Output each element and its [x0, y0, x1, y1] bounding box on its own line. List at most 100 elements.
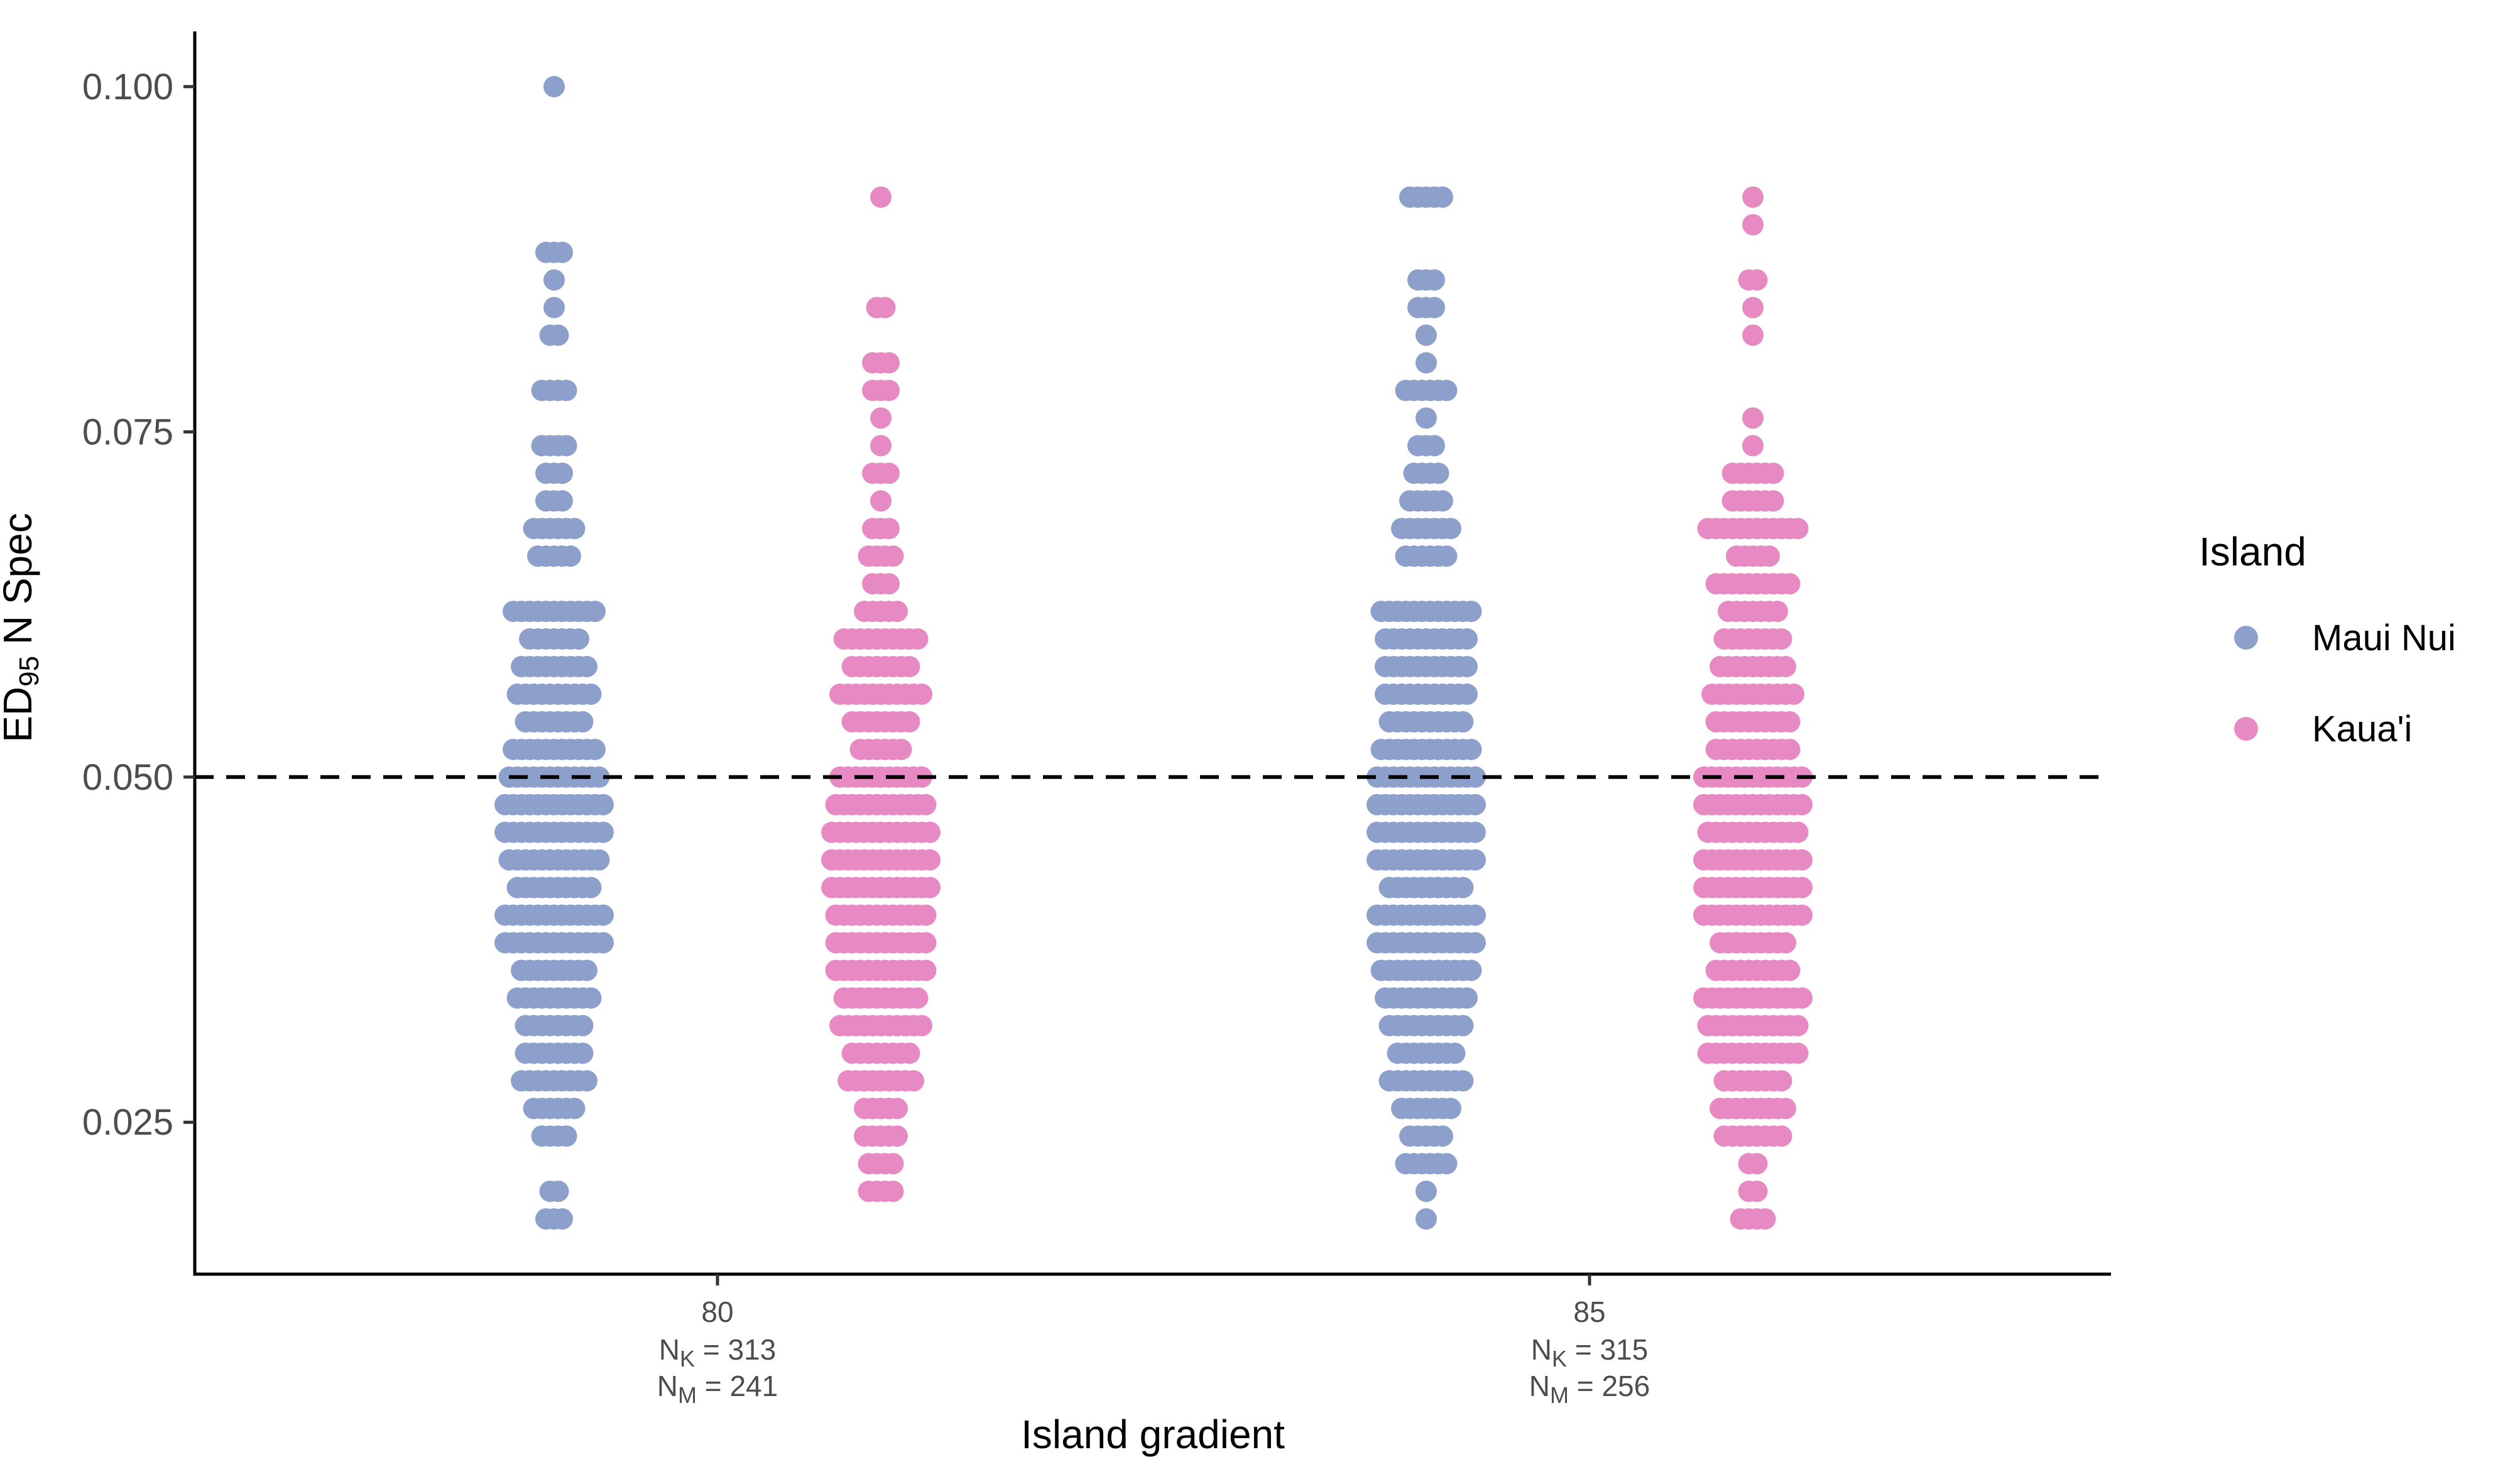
- data-point: [898, 655, 920, 677]
- data-point: [555, 1125, 577, 1147]
- data-point: [907, 628, 929, 650]
- data-point: [919, 876, 941, 898]
- data-point: [1424, 297, 1445, 319]
- data-point: [898, 711, 920, 733]
- legend-title: Island: [2199, 529, 2306, 574]
- data-point: [1452, 1070, 1474, 1092]
- data-point: [1427, 462, 1449, 484]
- data-point: [584, 601, 606, 623]
- data-point: [592, 821, 614, 843]
- data-point: [919, 821, 941, 843]
- legend-label: Kaua'i: [2312, 709, 2412, 750]
- data-point: [1440, 1098, 1461, 1120]
- data-point: [870, 435, 892, 457]
- data-point: [911, 1015, 932, 1037]
- data-points: [494, 75, 1813, 1230]
- data-point: [878, 462, 900, 484]
- data-point: [1440, 518, 1461, 540]
- y-axis-ticks: 0.025 0.050 0.075 0.100: [82, 67, 195, 1143]
- data-point: [588, 766, 610, 788]
- data-point: [1770, 1070, 1792, 1092]
- data-point: [580, 876, 602, 898]
- data-point: [886, 1125, 908, 1147]
- data-point: [1432, 490, 1453, 512]
- data-point: [552, 1208, 573, 1230]
- data-point: [572, 1015, 594, 1037]
- data-point: [552, 241, 573, 263]
- data-point: [1791, 794, 1813, 816]
- data-point: [1787, 1042, 1809, 1064]
- data-point: [870, 407, 892, 429]
- data-point: [547, 1181, 569, 1203]
- data-point: [878, 352, 900, 374]
- data-point: [1465, 904, 1486, 926]
- data-point: [547, 324, 569, 346]
- legend-key: [2234, 626, 2258, 650]
- y-axis-title-subscript: 95: [14, 656, 45, 687]
- data-point: [1746, 1153, 1768, 1175]
- data-point: [592, 904, 614, 926]
- y-axis-title: ED95 N Spec: [0, 513, 45, 743]
- data-point: [1779, 738, 1801, 760]
- data-point: [1770, 628, 1792, 650]
- data-point: [1452, 1015, 1474, 1037]
- data-point: [1746, 1181, 1768, 1203]
- data-point: [576, 1070, 597, 1092]
- data-point: [1787, 821, 1809, 843]
- data-point: [1791, 987, 1813, 1009]
- data-point: [1791, 904, 1813, 926]
- data-point: [1424, 435, 1445, 457]
- data-point: [874, 297, 896, 319]
- sample-size-label: NM = 256: [1529, 1370, 1650, 1408]
- data-point: [588, 849, 610, 871]
- data-point: [1742, 297, 1764, 319]
- data-point: [564, 518, 586, 540]
- data-point: [552, 462, 573, 484]
- y-axis-title-rest: N Spec: [0, 513, 40, 656]
- data-point: [890, 738, 912, 760]
- data-point: [592, 932, 614, 954]
- data-point: [1759, 545, 1780, 567]
- data-point: [1416, 324, 1437, 346]
- data-point: [915, 932, 937, 954]
- data-point: [1791, 849, 1813, 871]
- data-point: [878, 573, 900, 595]
- data-point: [560, 545, 581, 567]
- data-point: [1452, 711, 1474, 733]
- data-point: [915, 904, 937, 926]
- data-point: [882, 1181, 904, 1203]
- data-point: [1452, 876, 1474, 898]
- data-point: [1742, 407, 1764, 429]
- data-point: [543, 269, 565, 291]
- data-point: [1465, 821, 1486, 843]
- data-point: [1754, 1208, 1776, 1230]
- data-point: [1456, 628, 1478, 650]
- data-point: [555, 435, 577, 457]
- data-point: [886, 601, 908, 623]
- data-point: [552, 490, 573, 512]
- data-point: [1424, 269, 1445, 291]
- data-point: [1444, 1042, 1466, 1064]
- data-point: [907, 987, 929, 1009]
- data-point: [1416, 407, 1437, 429]
- data-point: [1775, 1098, 1796, 1120]
- legend-key: [2234, 717, 2258, 741]
- data-point: [555, 379, 577, 401]
- legend: Island Maui Nui Kaua'i: [2199, 529, 2456, 750]
- data-point: [1460, 738, 1482, 760]
- data-point: [1465, 766, 1486, 788]
- data-point: [564, 1098, 586, 1120]
- data-point: [886, 1098, 908, 1120]
- data-point: [1783, 683, 1804, 705]
- data-point: [1456, 987, 1478, 1009]
- data-point: [1767, 601, 1788, 623]
- data-point: [1416, 352, 1437, 374]
- data-point: [1787, 518, 1809, 540]
- data-point: [1742, 214, 1764, 236]
- data-point: [1779, 959, 1801, 981]
- data-point: [576, 959, 597, 981]
- data-point: [1762, 462, 1784, 484]
- data-point: [1465, 849, 1486, 871]
